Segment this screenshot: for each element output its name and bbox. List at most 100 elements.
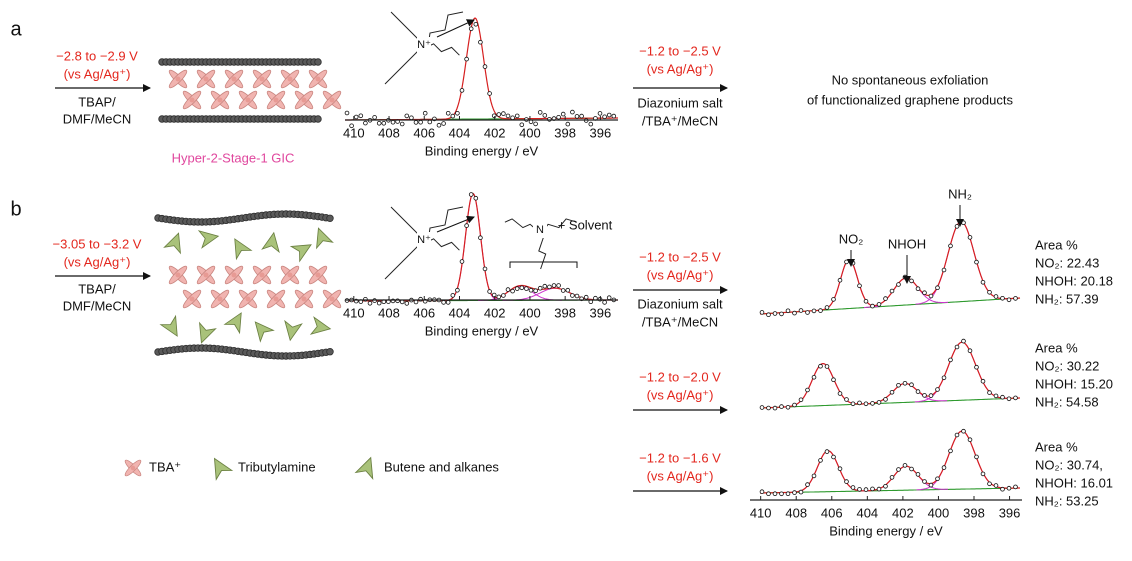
x-tick-label: 402 [484, 305, 506, 320]
data-point [864, 488, 868, 492]
tba-ion [293, 89, 314, 110]
tba-core [260, 273, 265, 278]
component-fit [785, 364, 862, 407]
data-point [373, 116, 377, 120]
data-point [825, 365, 829, 369]
data-point [552, 284, 556, 288]
graphene-bead [315, 59, 322, 66]
data-point [354, 115, 358, 119]
x-tick-label: 404 [449, 125, 471, 140]
data-point [538, 111, 542, 115]
data-point [598, 112, 602, 116]
tba-core [330, 297, 335, 302]
x-tick-label: 408 [785, 505, 807, 520]
amine-molecule [207, 454, 232, 479]
data-point [469, 27, 473, 31]
tba-core [302, 297, 307, 302]
tba-ion [279, 264, 300, 285]
data-point [838, 278, 842, 282]
data-point [780, 492, 784, 496]
data-point [391, 120, 395, 124]
molecule-chain [505, 219, 535, 229]
data-point [981, 280, 985, 284]
potential: −1.2 to −2.0 V [639, 369, 721, 384]
data-point [949, 244, 953, 248]
data-point [949, 449, 953, 453]
data-point [975, 260, 979, 264]
data-point [483, 267, 487, 271]
data-point [858, 284, 862, 288]
data-point [942, 466, 946, 470]
amine-shape [356, 455, 379, 479]
data-point [819, 309, 823, 313]
data-point [442, 301, 446, 305]
data-point [557, 115, 561, 119]
data-point [929, 394, 933, 398]
tba-ion [237, 89, 258, 110]
data-point [538, 286, 542, 290]
data-point [506, 114, 510, 118]
peak-label: NH₂ [948, 186, 972, 201]
x-tick-label: 396 [590, 305, 612, 320]
data-point [838, 467, 842, 471]
data-point [1007, 298, 1011, 302]
amine-shape [262, 231, 282, 252]
data-point [405, 114, 409, 118]
area-line: NO₂: 30.22 [1035, 358, 1099, 373]
data-point [877, 401, 881, 405]
electrolyte: DMF/MeCN [63, 298, 132, 313]
reagent: /TBA⁺/MeCN [642, 113, 718, 128]
amine-shape [199, 228, 220, 248]
data-point [414, 121, 418, 125]
x-tick-label: 406 [821, 505, 843, 520]
data-point [897, 383, 901, 387]
data-point [488, 290, 492, 294]
tba-core [316, 77, 321, 82]
x-tick-label: 410 [750, 505, 772, 520]
amine-shape [282, 321, 302, 342]
data-point [845, 398, 849, 402]
amine-molecule [225, 309, 249, 333]
potential: −1.2 to −2.5 V [639, 249, 721, 264]
area-line: NH₂: 54.58 [1035, 394, 1099, 409]
x-axis-label: Binding energy / eV [829, 523, 943, 538]
envelope-fit [760, 342, 1020, 408]
data-point [767, 406, 771, 410]
data-point [483, 65, 487, 69]
data-point [423, 111, 427, 115]
data-point [890, 390, 894, 394]
data-point [962, 429, 966, 433]
tba-ion [293, 288, 314, 309]
data-point [962, 339, 966, 343]
potential: −1.2 to −1.6 V [639, 450, 721, 465]
data-point [1014, 396, 1018, 400]
data-point [897, 283, 901, 287]
data-point [773, 406, 777, 410]
data-point [1014, 485, 1018, 489]
tba-core [316, 273, 321, 278]
data-point [479, 40, 483, 44]
data-point [929, 294, 933, 298]
data-point [799, 398, 803, 402]
data-point [456, 111, 460, 115]
data-point [534, 289, 538, 293]
x-tick-label: 406 [413, 305, 435, 320]
data-point [877, 303, 881, 307]
component-fit [916, 222, 1007, 305]
data-point [832, 378, 836, 382]
reference: (vs Ag/Ag⁺) [647, 468, 714, 483]
data-point [910, 279, 914, 283]
data-point [793, 311, 797, 315]
data-point [968, 438, 972, 442]
x-tick-label: 406 [413, 125, 435, 140]
data-point [936, 477, 940, 481]
result-text: of functionalized graphene products [807, 92, 1013, 107]
data-point [806, 483, 810, 487]
tba-ion [223, 264, 244, 285]
molecule-chain [429, 239, 459, 250]
data-point [780, 405, 784, 409]
data-point [405, 302, 409, 306]
amine-shape [310, 225, 332, 248]
bracket [510, 262, 577, 268]
data-point [543, 114, 547, 118]
